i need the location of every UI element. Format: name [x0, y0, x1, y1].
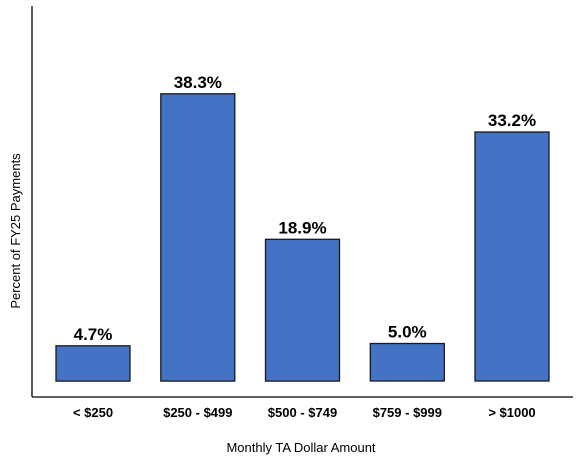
data-labels-group: 4.7% 38.3% 18.9% 5.0% 33.2%: [74, 73, 536, 344]
bar-2: [160, 93, 236, 382]
bar-3: [264, 238, 341, 382]
bar-1: [55, 345, 131, 382]
x-tick-label-5: > $1000: [488, 405, 535, 420]
data-label-3: 18.9%: [278, 218, 326, 237]
bar-5: [474, 131, 550, 382]
x-axis-title: Monthly TA Dollar Amount: [226, 440, 375, 455]
x-tick-label-3: $500 - $749: [268, 405, 337, 420]
bars-group: [55, 93, 550, 382]
y-axis-title: Percent of FY25 Payments: [8, 153, 23, 309]
data-label-4: 5.0%: [388, 323, 427, 342]
plot-area: [31, 6, 573, 398]
x-tick-labels-group: < $250 $250 - $499 $500 - $749 $759 - $999 >…: [73, 405, 536, 420]
data-label-5: 33.2%: [488, 111, 536, 130]
data-label-1: 4.7%: [74, 325, 113, 344]
data-label-2: 38.3%: [174, 73, 222, 92]
x-tick-label-4: $759 - $999: [373, 405, 442, 420]
bar-4: [369, 342, 445, 382]
x-tick-label-2: $250 - $499: [163, 405, 232, 420]
x-tick-label-1: < $250: [73, 405, 113, 420]
